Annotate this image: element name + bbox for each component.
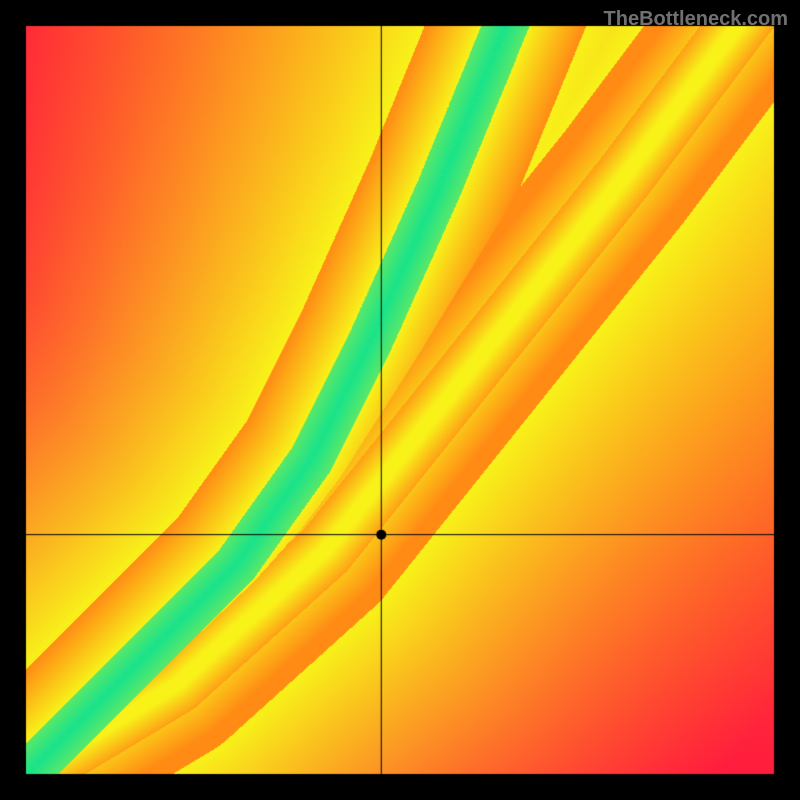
attribution-text: TheBottleneck.com [604,8,788,31]
bottleneck-heatmap [0,0,800,800]
